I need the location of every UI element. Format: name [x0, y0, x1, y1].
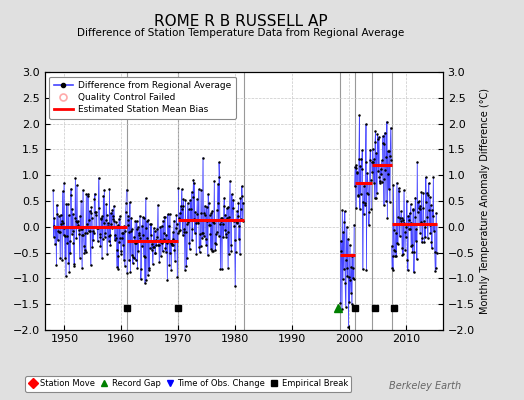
Text: ROME R B RUSSELL AP: ROME R B RUSSELL AP	[154, 14, 328, 29]
Y-axis label: Monthly Temperature Anomaly Difference (°C): Monthly Temperature Anomaly Difference (…	[481, 88, 490, 314]
Legend: Difference from Regional Average, Quality Control Failed, Estimated Station Mean: Difference from Regional Average, Qualit…	[49, 76, 236, 119]
Legend: Station Move, Record Gap, Time of Obs. Change, Empirical Break: Station Move, Record Gap, Time of Obs. C…	[25, 376, 352, 392]
Text: Berkeley Earth: Berkeley Earth	[389, 381, 461, 391]
Text: Difference of Station Temperature Data from Regional Average: Difference of Station Temperature Data f…	[78, 28, 405, 38]
